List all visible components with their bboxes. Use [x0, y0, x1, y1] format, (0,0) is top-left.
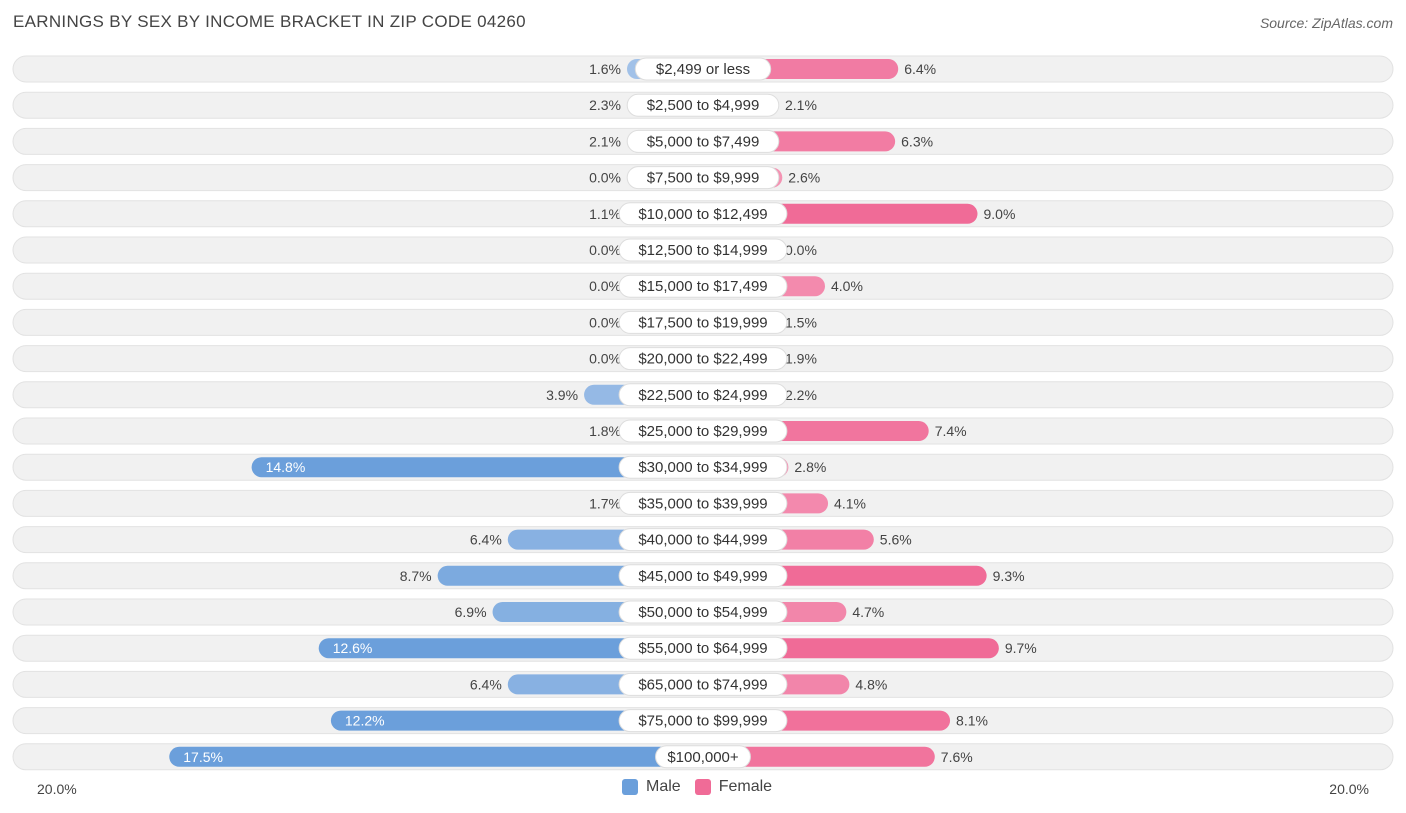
female-value-label: 2.2%: [785, 387, 817, 403]
female-value-label: 2.1%: [785, 97, 817, 113]
category-pill: [618, 491, 788, 515]
male-value-label: 0.0%: [589, 314, 621, 330]
male-value-label: 1.6%: [589, 61, 621, 77]
female-value-label: 1.5%: [785, 314, 817, 330]
category-label: $7,500 to $9,999: [647, 170, 760, 187]
category-label: $10,000 to $12,499: [638, 206, 767, 223]
category-label: $75,000 to $99,999: [638, 713, 767, 730]
category-pill: [618, 274, 788, 298]
male-value-label: 1.7%: [589, 495, 621, 511]
category-label: $55,000 to $64,999: [638, 640, 767, 657]
male-value-label: 12.6%: [333, 640, 373, 656]
female-bar: [703, 746, 935, 767]
chart-title: EARNINGS BY SEX BY INCOME BRACKET IN ZIP…: [13, 12, 526, 31]
male-value-label: 8.7%: [400, 568, 432, 584]
category-label: $30,000 to $34,999: [638, 459, 767, 476]
category-pill: [618, 238, 788, 262]
male-bar: [318, 638, 703, 659]
female-value-label: 4.8%: [855, 676, 887, 692]
category-pill: [618, 455, 788, 479]
category-pill: [618, 672, 788, 696]
category-pill: [618, 528, 788, 552]
male-bar: [330, 710, 703, 731]
male-value-label: 1.8%: [589, 423, 621, 439]
source-label: Source: ZipAtlas.com: [1259, 15, 1393, 31]
legend-item-male[interactable]: Male: [622, 778, 681, 796]
category-pill: [618, 636, 788, 660]
category-pill: [618, 383, 788, 407]
male-value-label: 14.8%: [266, 459, 306, 475]
female-value-label: 6.3%: [901, 133, 933, 149]
category-pill: [618, 600, 788, 624]
male-value-label: 3.9%: [546, 387, 578, 403]
female-value-label: 8.1%: [956, 713, 988, 729]
male-bar: [251, 457, 703, 478]
category-pill: [626, 129, 780, 153]
male-value-label: 0.0%: [589, 170, 621, 186]
category-pill: [626, 166, 780, 190]
male-bar: [169, 746, 703, 767]
category-label: $45,000 to $49,999: [638, 568, 767, 585]
male-value-label: 0.0%: [589, 351, 621, 367]
category-label: $15,000 to $17,499: [638, 278, 767, 295]
male-value-label: 2.1%: [589, 133, 621, 149]
category-label: $35,000 to $39,999: [638, 495, 767, 512]
female-value-label: 1.9%: [785, 351, 817, 367]
female-value-label: 6.4%: [904, 61, 936, 77]
legend-item-female[interactable]: Female: [694, 778, 773, 796]
female-value-label: 9.7%: [1005, 640, 1037, 656]
female-value-label: 9.3%: [993, 568, 1025, 584]
category-label: $25,000 to $29,999: [638, 423, 767, 440]
male-value-label: 6.9%: [455, 604, 487, 620]
category-label: $17,500 to $19,999: [638, 314, 767, 331]
category-pill: [655, 745, 751, 769]
axis-right-label: 20.0%: [1329, 781, 1369, 797]
category-label: $50,000 to $54,999: [638, 604, 767, 621]
legend-male-label: Male: [646, 778, 681, 795]
female-value-label: 5.6%: [880, 532, 912, 548]
male-value-label: 1.1%: [589, 206, 621, 222]
category-label: $100,000+: [667, 749, 739, 766]
category-label: $20,000 to $22,499: [638, 351, 767, 368]
chart-canvas: 1.6% 6.4% $2,499 or less 2.3% 2.1% $2,500 to …: [12, 55, 1394, 771]
male-swatch-icon: [622, 779, 638, 795]
category-label: $2,499 or less: [656, 61, 750, 78]
male-value-label: 0.0%: [589, 242, 621, 258]
category-pill: [618, 709, 788, 733]
female-value-label: 2.8%: [794, 459, 826, 475]
axis-left-label: 20.0%: [37, 781, 77, 797]
female-value-label: 4.1%: [834, 495, 866, 511]
female-value-label: 0.0%: [785, 242, 817, 258]
category-label: $65,000 to $74,999: [638, 676, 767, 693]
category-pill: [634, 57, 772, 81]
male-value-label: 17.5%: [183, 749, 223, 765]
category-pill: [618, 310, 788, 334]
female-value-label: 7.6%: [941, 749, 973, 765]
category-label: $5,000 to $7,499: [647, 133, 760, 150]
male-value-label: 6.4%: [470, 676, 502, 692]
category-pill: [618, 202, 788, 226]
female-value-label: 2.6%: [788, 170, 820, 186]
category-pill: [618, 564, 788, 588]
female-value-label: 9.0%: [984, 206, 1016, 222]
male-value-label: 0.0%: [589, 278, 621, 294]
category-label: $40,000 to $44,999: [638, 532, 767, 549]
female-value-label: 4.7%: [852, 604, 884, 620]
category-label: $22,500 to $24,999: [638, 387, 767, 404]
female-value-label: 7.4%: [935, 423, 967, 439]
category-pill: [618, 347, 788, 371]
category-label: $12,500 to $14,999: [638, 242, 767, 259]
category-label: $2,500 to $4,999: [647, 97, 760, 114]
male-value-label: 12.2%: [345, 713, 385, 729]
legend-female-label: Female: [718, 778, 773, 795]
female-swatch-icon: [694, 779, 711, 795]
male-value-label: 6.4%: [470, 532, 502, 548]
female-value-label: 4.0%: [831, 278, 863, 294]
category-pill: [626, 93, 780, 117]
male-value-label: 2.3%: [589, 97, 621, 113]
legend: Male Female: [622, 778, 786, 796]
category-pill: [618, 419, 788, 443]
